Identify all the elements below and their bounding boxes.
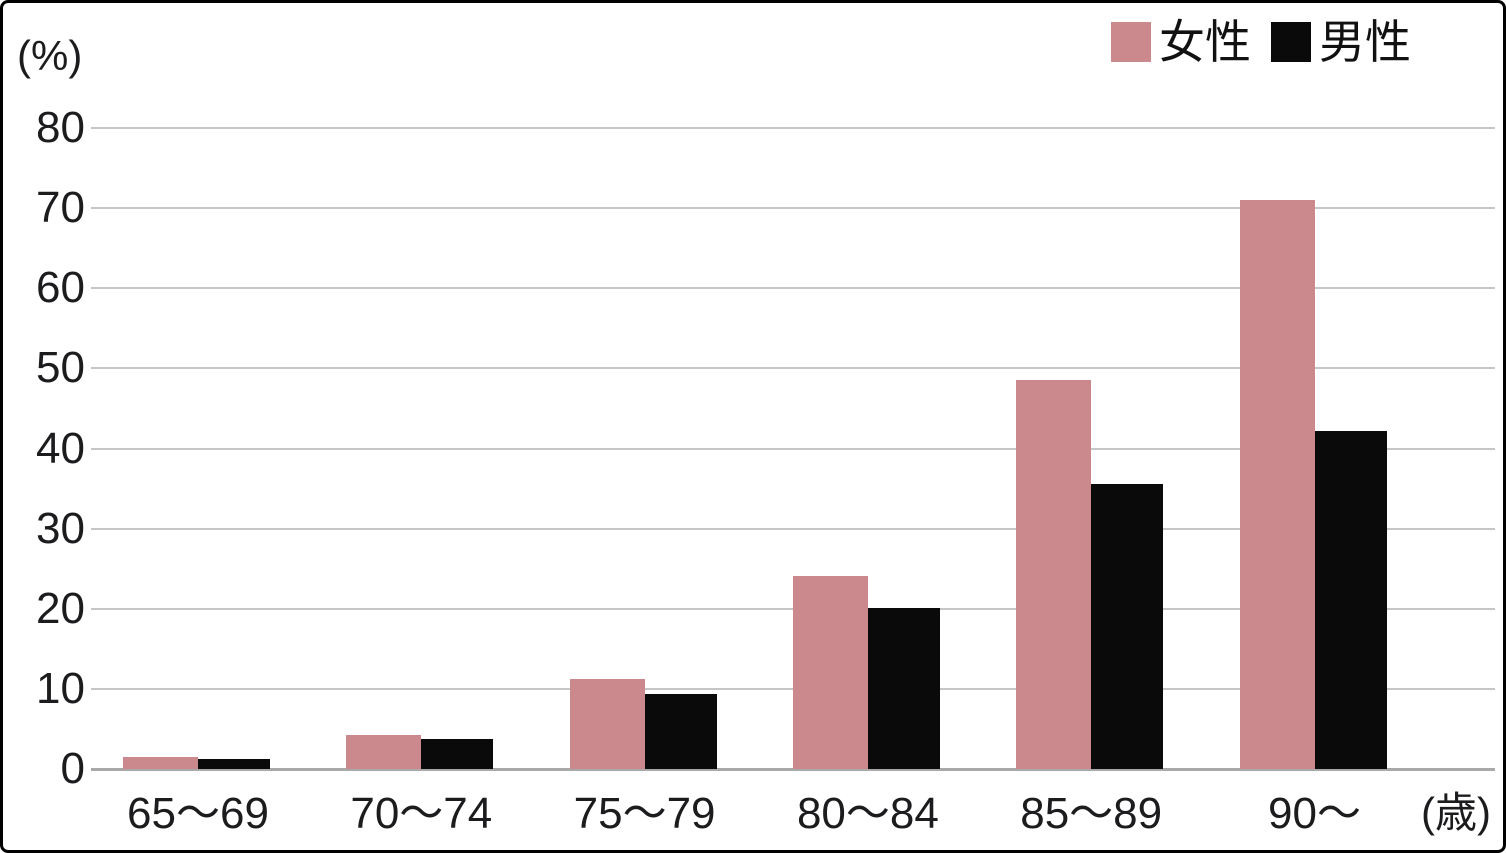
x-tick-label: 90〜 bbox=[1268, 789, 1361, 838]
x-axis-unit-label: (歳) bbox=[1421, 789, 1491, 836]
bar-female-65〜69 bbox=[123, 756, 198, 769]
bar-female-85〜89 bbox=[1016, 380, 1092, 769]
bar-male-80〜84 bbox=[867, 607, 940, 769]
legend-label-female: 女性 bbox=[1159, 16, 1251, 68]
bar-male-70〜74 bbox=[421, 738, 494, 769]
y-tick-label: 10 bbox=[36, 663, 85, 713]
y-tick-label: 60 bbox=[36, 263, 85, 313]
gridline bbox=[91, 527, 1495, 530]
y-tick-label: 80 bbox=[36, 103, 85, 152]
x-tick-label: 70〜74 bbox=[350, 789, 493, 838]
legend-swatch-male bbox=[1271, 22, 1311, 62]
gridline bbox=[91, 447, 1495, 450]
y-axis-unit-label: (%) bbox=[17, 32, 83, 79]
y-tick-label: 0 bbox=[60, 744, 85, 793]
bar-female-70〜74 bbox=[346, 735, 422, 769]
x-tick-label: 85〜89 bbox=[1020, 789, 1163, 838]
y-tick-label: 70 bbox=[36, 183, 85, 233]
legend-swatch-female bbox=[1111, 22, 1151, 62]
gridline bbox=[91, 287, 1495, 290]
bar-female-80〜84 bbox=[792, 575, 868, 769]
gridline bbox=[91, 127, 1495, 129]
x-tick-label: 65〜69 bbox=[127, 789, 269, 838]
bar-female-75〜79 bbox=[569, 679, 645, 769]
legend: 女性 男性 bbox=[1111, 19, 1411, 65]
gridline bbox=[91, 207, 1495, 210]
bar-female-90〜 bbox=[1239, 200, 1315, 769]
x-tick-label: 75〜79 bbox=[573, 789, 716, 838]
x-tick-label: 80〜84 bbox=[796, 789, 939, 838]
y-tick-label: 50 bbox=[36, 343, 85, 393]
bar-male-85〜89 bbox=[1091, 483, 1164, 769]
legend-label-male: 男性 bbox=[1319, 16, 1411, 68]
bar-male-65〜69 bbox=[198, 759, 270, 769]
x-axis-baseline bbox=[91, 767, 1495, 771]
gridline bbox=[91, 367, 1495, 370]
bar-male-75〜79 bbox=[644, 694, 717, 769]
bar-male-90〜 bbox=[1314, 430, 1387, 769]
y-tick-label: 20 bbox=[36, 583, 85, 633]
y-tick-label: 30 bbox=[36, 503, 85, 553]
y-tick-label: 40 bbox=[36, 423, 85, 473]
